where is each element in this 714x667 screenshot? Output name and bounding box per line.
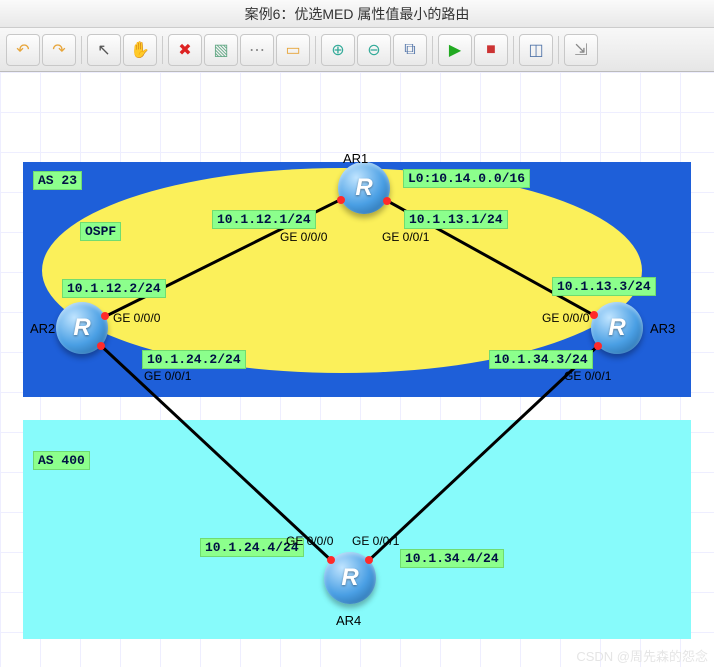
layout-icon: ⇲ xyxy=(574,40,587,60)
delete-icon: ✖ xyxy=(178,40,191,60)
note-icon: ⋯ xyxy=(249,40,265,60)
topology-canvas[interactable]: R R R R AS 23 AS 400 OSPF AR1 AR2 AR3 AR… xyxy=(0,72,714,667)
zoomin-icon: ⊕ xyxy=(331,40,344,60)
window-title: 案例6：优选MED 属性值最小的路由 xyxy=(0,0,714,28)
toolbar: ↶ ↷ ↖ ✋ ✖ ▧ ⋯ ▭ ⊕ ⊖ ⧉ ▶ ■ ◫ ⇲ xyxy=(0,28,714,72)
undo-icon: ↶ xyxy=(16,40,29,60)
display-button[interactable]: ◫ xyxy=(519,34,553,66)
redo-button[interactable]: ↷ xyxy=(42,34,76,66)
play-icon: ▶ xyxy=(449,40,461,60)
select-button[interactable]: ↖ xyxy=(87,34,121,66)
zoomout-icon: ⊖ xyxy=(367,40,380,60)
stop-button[interactable]: ■ xyxy=(474,34,508,66)
layout-button[interactable]: ⇲ xyxy=(564,34,598,66)
display-icon: ◫ xyxy=(528,40,543,60)
links-layer xyxy=(0,72,714,667)
rect-button[interactable]: ▭ xyxy=(276,34,310,66)
delete-button[interactable]: ✖ xyxy=(168,34,202,66)
note-button[interactable]: ⋯ xyxy=(240,34,274,66)
play-button[interactable]: ▶ xyxy=(438,34,472,66)
edit-button[interactable]: ▧ xyxy=(204,34,238,66)
redo-icon: ↷ xyxy=(52,40,65,60)
edit-icon: ▧ xyxy=(213,40,228,60)
undo-button[interactable]: ↶ xyxy=(6,34,40,66)
pointer-icon: ↖ xyxy=(97,40,110,60)
stop-icon: ■ xyxy=(486,41,496,59)
zoomout-button[interactable]: ⊖ xyxy=(357,34,391,66)
pan-button[interactable]: ✋ xyxy=(123,34,157,66)
rect-icon: ▭ xyxy=(285,40,300,60)
zoomin-button[interactable]: ⊕ xyxy=(321,34,355,66)
hand-icon: ✋ xyxy=(130,40,150,60)
fit-button[interactable]: ⧉ xyxy=(393,34,427,66)
fit-icon: ⧉ xyxy=(404,41,415,59)
